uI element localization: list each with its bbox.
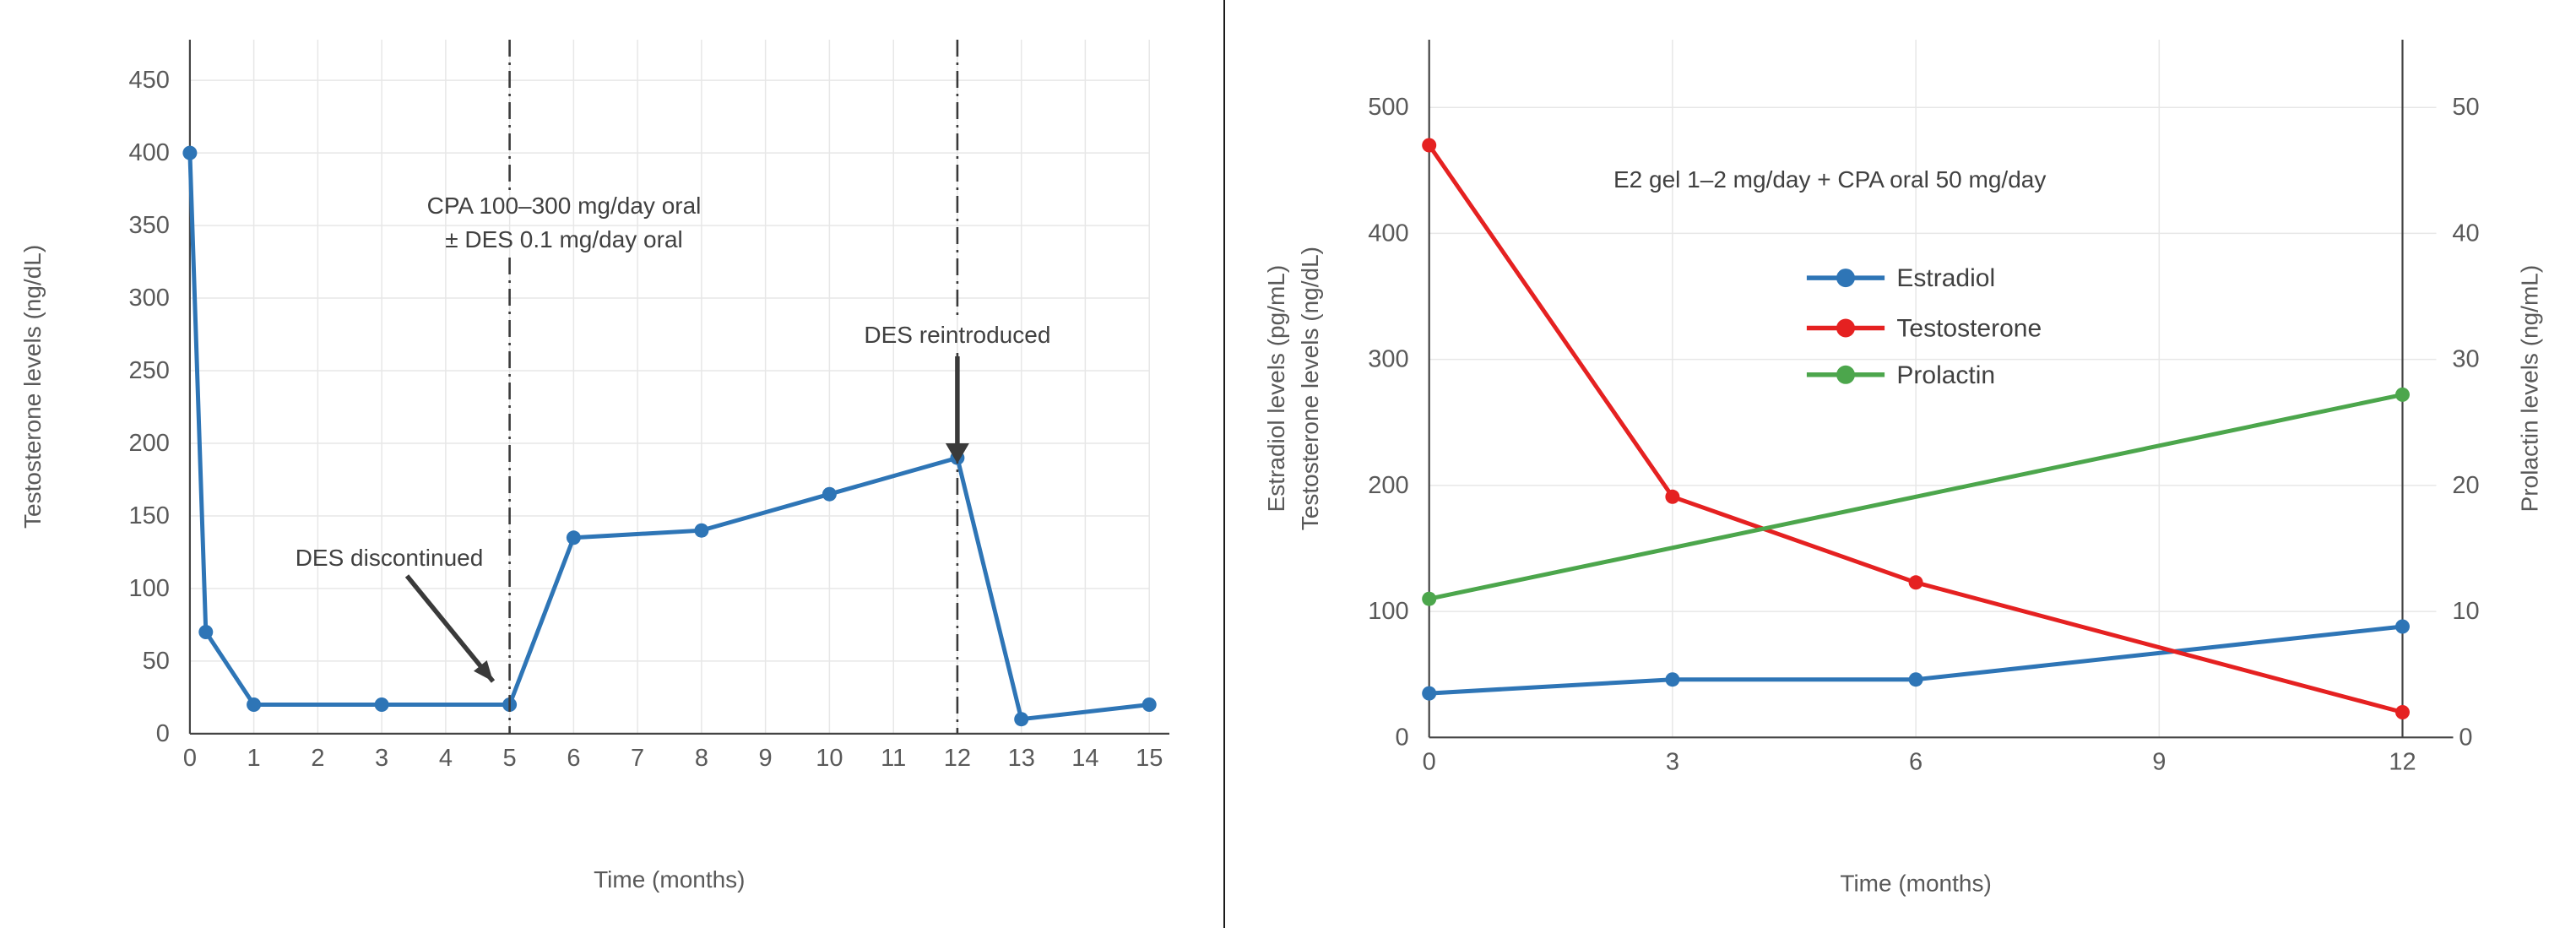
svg-text:100: 100: [1368, 598, 1408, 625]
svg-text:300: 300: [1368, 346, 1408, 373]
svg-text:6: 6: [1909, 748, 1923, 775]
svg-text:Prolactin: Prolactin: [1896, 361, 1995, 389]
svg-text:1: 1: [247, 745, 261, 772]
svg-text:400: 400: [1368, 220, 1408, 247]
svg-text:0: 0: [183, 745, 197, 772]
svg-text:0: 0: [156, 720, 170, 747]
svg-text:Time (months): Time (months): [1840, 870, 1991, 896]
svg-text:300: 300: [129, 285, 170, 312]
svg-text:40: 40: [2452, 220, 2479, 247]
svg-text:450: 450: [129, 67, 170, 94]
svg-text:DES reintroduced: DES reintroduced: [864, 322, 1050, 348]
svg-text:Prolactin levels (ng/mL): Prolactin levels (ng/mL): [2517, 265, 2543, 513]
svg-text:5: 5: [503, 745, 517, 772]
svg-text:13: 13: [1008, 745, 1035, 772]
svg-text:20: 20: [2452, 472, 2479, 499]
svg-text:200: 200: [1368, 472, 1408, 499]
svg-text:Testosterone: Testosterone: [1896, 315, 2042, 343]
svg-text:0: 0: [1396, 724, 1409, 751]
svg-text:0: 0: [1423, 748, 1436, 775]
svg-text:50: 50: [2452, 94, 2479, 121]
svg-text:3: 3: [375, 745, 388, 772]
svg-text:100: 100: [129, 575, 170, 602]
svg-text:Estradiol levels (pg/mL): Estradiol levels (pg/mL): [1263, 265, 1289, 513]
svg-text:8: 8: [695, 745, 708, 772]
svg-text:2: 2: [311, 745, 324, 772]
svg-text:350: 350: [129, 212, 170, 239]
svg-text:0: 0: [2459, 724, 2472, 751]
svg-text:7: 7: [631, 745, 644, 772]
svg-text:11: 11: [881, 745, 906, 772]
svg-text:9: 9: [2152, 748, 2166, 775]
svg-text:12: 12: [2389, 748, 2416, 775]
svg-text:150: 150: [129, 502, 170, 529]
svg-text:6: 6: [567, 745, 580, 772]
svg-text:30: 30: [2452, 346, 2479, 373]
svg-text:Time (months): Time (months): [594, 866, 745, 893]
svg-text:± DES 0.1 mg/day oral: ± DES 0.1 mg/day oral: [445, 226, 683, 252]
svg-text:50: 50: [143, 648, 170, 675]
svg-text:Testosterone levels (ng/dL): Testosterone levels (ng/dL): [1297, 247, 1323, 530]
svg-text:10: 10: [2452, 598, 2479, 625]
svg-text:500: 500: [1368, 94, 1408, 121]
svg-text:14: 14: [1071, 745, 1098, 772]
svg-text:Estradiol: Estradiol: [1896, 264, 1995, 292]
svg-text:E2 gel 1–2 mg/day + CPA oral 5: E2 gel 1–2 mg/day + CPA oral 50 mg/day: [1613, 166, 2046, 193]
svg-text:15: 15: [1136, 745, 1163, 772]
svg-text:3: 3: [1666, 748, 1679, 775]
svg-text:9: 9: [759, 745, 773, 772]
svg-text:4: 4: [439, 745, 453, 772]
svg-text:CPA 100–300 mg/day oral: CPA 100–300 mg/day oral: [427, 193, 702, 219]
svg-text:10: 10: [816, 745, 843, 772]
svg-text:Testosterone levels (ng/dL): Testosterone levels (ng/dL): [19, 245, 46, 529]
svg-text:12: 12: [944, 745, 971, 772]
svg-text:200: 200: [129, 430, 170, 457]
svg-text:400: 400: [129, 139, 170, 166]
svg-text:DES discontinued: DES discontinued: [296, 545, 484, 571]
svg-text:250: 250: [129, 357, 170, 384]
